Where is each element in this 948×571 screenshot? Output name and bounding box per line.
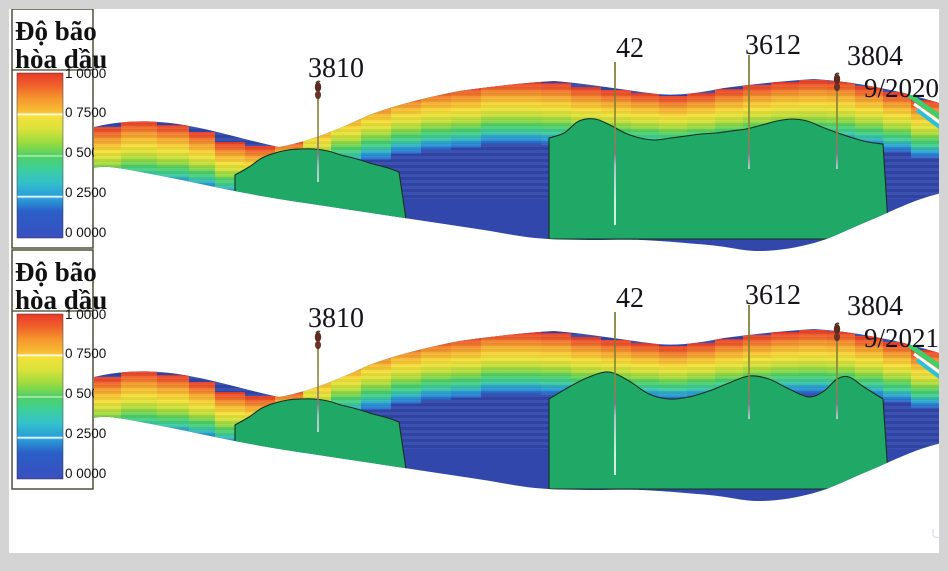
- svg-text:3810: 3810: [308, 53, 364, 84]
- svg-text:3612: 3612: [745, 280, 801, 311]
- svg-text:0 7500: 0 7500: [65, 105, 106, 120]
- svg-text:3804: 3804: [847, 291, 903, 322]
- svg-text:3810: 3810: [308, 303, 364, 334]
- svg-text:9/2020: 9/2020: [864, 73, 939, 103]
- svg-text:9/2021: 9/2021: [864, 323, 939, 353]
- svg-text:Độ bão: Độ bão: [15, 16, 97, 46]
- svg-text:42: 42: [616, 33, 644, 64]
- svg-text:Độ bão: Độ bão: [15, 257, 97, 287]
- svg-text:0 7500: 0 7500: [65, 346, 106, 361]
- svg-text:0 2500: 0 2500: [65, 185, 106, 200]
- svg-text:1 0000: 1 0000: [65, 307, 106, 322]
- svg-text:0 0000: 0 0000: [65, 466, 106, 481]
- svg-text:3804: 3804: [847, 41, 903, 72]
- svg-text:42: 42: [616, 283, 644, 314]
- svg-text:0 2500: 0 2500: [65, 426, 106, 441]
- svg-text:0 0000: 0 0000: [65, 225, 106, 240]
- svg-text:1 0000: 1 0000: [65, 66, 106, 81]
- svg-text:3612: 3612: [745, 30, 801, 61]
